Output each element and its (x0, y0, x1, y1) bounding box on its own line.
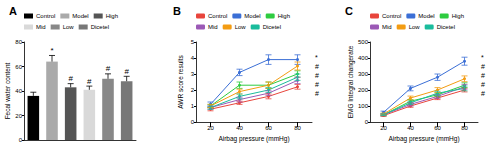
svg-text:AWR score results: AWR score results (177, 54, 184, 108)
svg-text:*: * (315, 54, 318, 61)
svg-text:*: * (481, 54, 484, 61)
svg-text:2: 2 (191, 87, 195, 93)
svg-text:#: # (106, 64, 111, 73)
svg-text:40: 40 (236, 125, 243, 131)
svg-text:Dicetel: Dicetel (437, 24, 455, 30)
svg-text:4: 4 (191, 55, 195, 61)
svg-text:Mid: Mid (382, 24, 392, 30)
svg-text:B: B (173, 5, 181, 17)
svg-text:200: 200 (358, 87, 369, 93)
svg-text:Control: Control (36, 13, 55, 19)
svg-text:Airbag pressure (mmHg): Airbag pressure (mmHg) (388, 135, 459, 143)
svg-text:400: 400 (358, 55, 369, 61)
svg-text:40: 40 (407, 125, 414, 131)
svg-text:60: 60 (265, 125, 272, 131)
svg-text:#: # (315, 90, 319, 97)
svg-text:Fecal water content: Fecal water content (4, 62, 11, 119)
svg-text:#: # (315, 63, 319, 70)
svg-text:80: 80 (15, 39, 22, 45)
svg-text:300: 300 (358, 71, 369, 77)
svg-text:#: # (68, 74, 73, 83)
svg-text:0: 0 (19, 137, 23, 143)
svg-text:Model: Model (72, 13, 88, 19)
svg-text:Low: Low (63, 24, 75, 30)
svg-text:High: High (106, 13, 118, 19)
svg-text:1: 1 (191, 103, 195, 109)
svg-text:Control: Control (382, 13, 401, 19)
svg-text:#: # (481, 72, 485, 79)
svg-text:80: 80 (294, 125, 301, 131)
svg-text:#: # (481, 63, 485, 70)
svg-text:#: # (315, 72, 319, 79)
svg-text:5: 5 (191, 39, 195, 45)
svg-text:#: # (481, 81, 485, 88)
svg-text:20: 20 (15, 113, 22, 119)
svg-text:Low: Low (409, 24, 421, 30)
svg-text:Low: Low (235, 24, 247, 30)
svg-text:60: 60 (15, 64, 22, 70)
svg-text:A: A (9, 5, 17, 17)
svg-text:0: 0 (365, 119, 369, 125)
svg-text:Dicetel: Dicetel (263, 24, 281, 30)
svg-text:Mid: Mid (208, 24, 218, 30)
svg-text:Model: Model (418, 13, 434, 19)
svg-text:Airbag pressure (mmHg): Airbag pressure (mmHg) (218, 135, 289, 143)
svg-text:#: # (124, 67, 129, 76)
svg-text:#: # (87, 77, 92, 86)
svg-text:500: 500 (358, 39, 369, 45)
svg-text:20: 20 (380, 125, 387, 131)
svg-text:80: 80 (461, 125, 468, 131)
svg-text:0: 0 (191, 119, 195, 125)
svg-text:High: High (278, 13, 290, 19)
svg-text:EMG Integral changerate: EMG Integral changerate (347, 45, 355, 118)
svg-text:60: 60 (434, 125, 441, 131)
svg-text:Control: Control (208, 13, 227, 19)
svg-text:High: High (452, 13, 464, 19)
svg-text:3: 3 (191, 71, 195, 77)
svg-text:*: * (50, 46, 53, 55)
svg-text:20: 20 (207, 125, 214, 131)
svg-text:Dicetel: Dicetel (91, 24, 109, 30)
svg-text:100: 100 (358, 103, 369, 109)
svg-text:40: 40 (15, 88, 22, 94)
svg-text:#: # (315, 81, 319, 88)
svg-text:Model: Model (244, 13, 260, 19)
svg-text:Mid: Mid (36, 24, 46, 30)
svg-text:C: C (345, 5, 353, 17)
svg-text:#: # (481, 90, 485, 97)
